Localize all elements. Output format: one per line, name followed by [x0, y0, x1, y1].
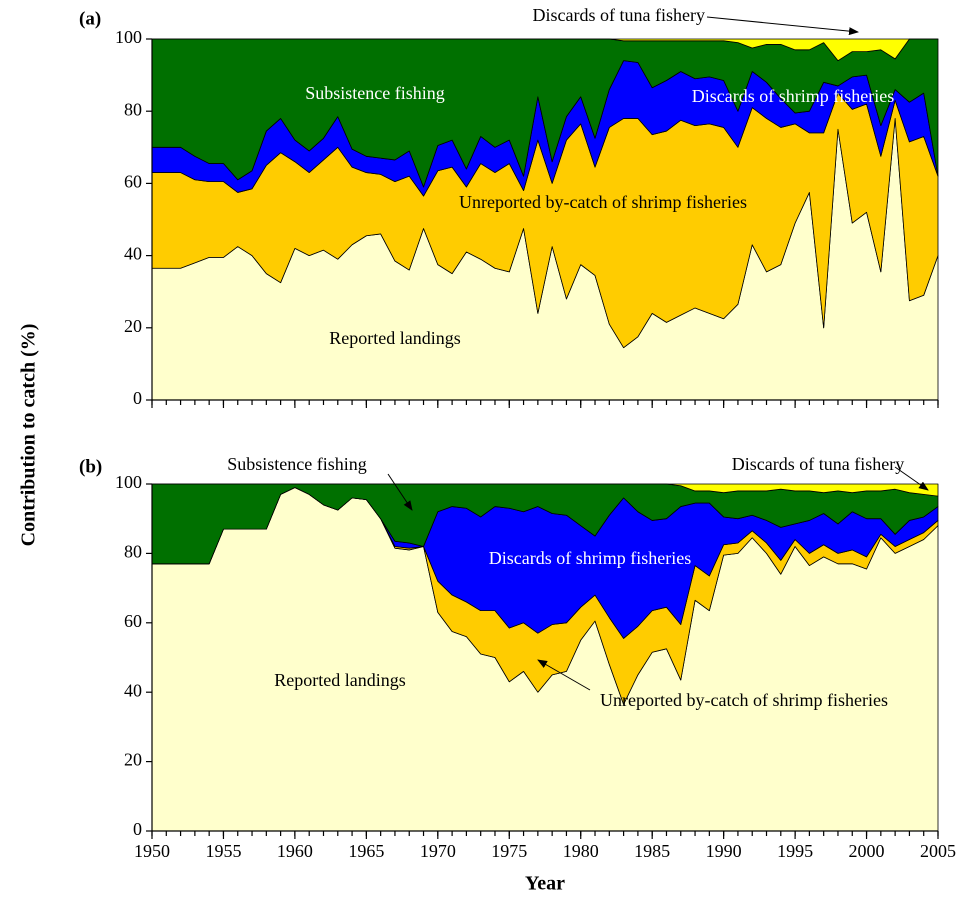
x-tick-label: 1950	[134, 841, 170, 861]
x-tick-label: 1980	[563, 841, 599, 861]
y-tick-label: 0	[133, 819, 142, 839]
area-label: Unreported by-catch of shrimp fisheries	[600, 690, 888, 710]
annotation-arrow	[387, 473, 413, 511]
x-tick-label: 1960	[277, 841, 313, 861]
y-tick-label: 60	[124, 172, 142, 192]
area-label: Discards of shrimp fisheries	[692, 86, 894, 106]
area-label: Unreported by-catch of shrimp fisheries	[459, 192, 747, 212]
x-tick-label: 1965	[348, 841, 384, 861]
y-tick-label: 20	[124, 750, 142, 770]
y-tick-label: 20	[124, 316, 142, 336]
y-tick-label: 80	[124, 99, 142, 119]
x-tick-label: 2005	[920, 841, 956, 861]
y-tick-label: 0	[133, 388, 142, 408]
x-tick-label: 1990	[706, 841, 742, 861]
x-axis-label: Year	[525, 873, 565, 895]
x-tick-label: 1970	[420, 841, 456, 861]
y-tick-label: 60	[124, 611, 142, 631]
area-label: Discards of tuna fishery	[533, 5, 705, 25]
y-tick-label: 40	[124, 680, 142, 700]
x-tick-label: 2000	[849, 841, 885, 861]
panel-label: (a)	[79, 8, 101, 29]
area-label: Subsistence fishing	[305, 83, 445, 103]
y-axis-label: Contribution to catch (%)	[18, 324, 40, 547]
area-label: Reported landings	[274, 670, 405, 690]
area	[151, 38, 939, 62]
x-tick-label: 1985	[634, 841, 670, 861]
area-label: Discards of shrimp fisheries	[489, 548, 691, 568]
annotation-arrow	[894, 466, 929, 491]
y-tick-label: 40	[124, 244, 142, 264]
y-tick-label: 100	[115, 472, 142, 492]
area	[151, 483, 939, 497]
annotation-arrow	[706, 16, 859, 36]
x-tick-label: 1995	[777, 841, 813, 861]
x-tick-label: 1955	[205, 841, 241, 861]
y-tick-label: 100	[115, 27, 142, 47]
annotation-arrow	[537, 659, 591, 691]
area-label: Discards of tuna fishery	[732, 454, 904, 474]
x-tick-label: 1975	[491, 841, 527, 861]
area-label: Subsistence fishing	[227, 454, 367, 474]
panel-label: (b)	[79, 456, 102, 477]
y-tick-label: 80	[124, 542, 142, 562]
area-label: Reported landings	[329, 328, 460, 348]
